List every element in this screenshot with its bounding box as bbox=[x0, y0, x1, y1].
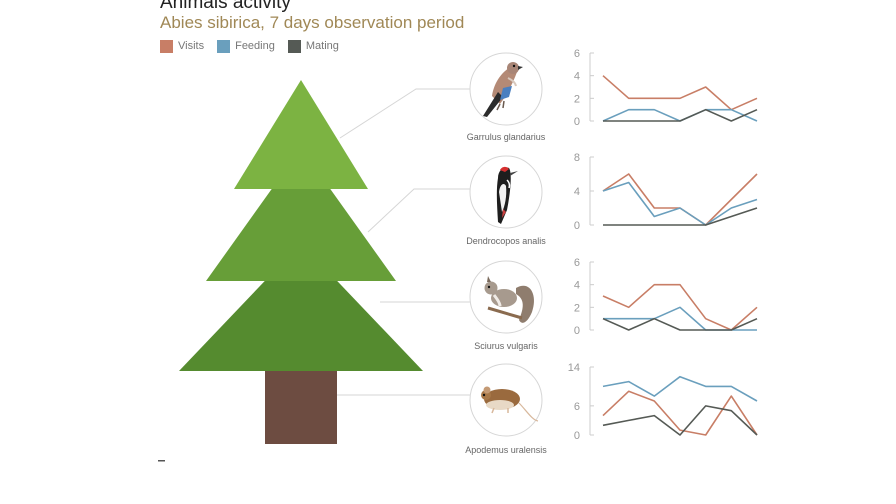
species-badge-3[interactable]: Sciurus vulgaris bbox=[469, 260, 543, 351]
y-tick-label: 0 bbox=[574, 220, 580, 232]
legend-item-visits[interactable]: Visits bbox=[160, 38, 204, 54]
y-tick-label: 0 bbox=[574, 325, 580, 337]
series-line-feeding bbox=[603, 306, 757, 331]
chart-subtitle: Abies sibirica, 7 days observation perio… bbox=[160, 13, 465, 32]
jay-bird-icon bbox=[483, 62, 523, 117]
y-tick-label: 2 bbox=[574, 302, 580, 314]
species-label-1: Garrulus glandarius bbox=[467, 132, 546, 142]
mini-chart-2: 0 4 8 bbox=[574, 152, 758, 232]
chart-title: Animals activity bbox=[160, 0, 291, 13]
scrollbar-stub bbox=[158, 460, 165, 462]
mini-chart-1: 0 2 4 6 bbox=[574, 48, 758, 128]
y-tick-label: 6 bbox=[574, 401, 580, 413]
tree-tier-bottom bbox=[179, 243, 423, 371]
woodpecker-icon bbox=[496, 166, 518, 224]
mini-chart-4: 0 6 14 bbox=[568, 362, 758, 442]
y-tick-label: 0 bbox=[574, 116, 580, 128]
series-line-visits bbox=[602, 173, 758, 226]
tree-tier-top bbox=[234, 80, 368, 189]
species-label-3: Sciurus vulgaris bbox=[474, 341, 538, 351]
y-tick-label: 8 bbox=[574, 152, 580, 164]
legend-swatch-visits bbox=[160, 39, 173, 53]
species-badge-2[interactable]: Dendrocopos analis bbox=[466, 155, 546, 246]
connector-lines bbox=[337, 88, 470, 396]
y-tick-label: 4 bbox=[574, 71, 580, 83]
legend-swatch-feeding bbox=[217, 39, 231, 53]
series-line-mating bbox=[603, 207, 758, 226]
series-line-feeding bbox=[602, 375, 758, 402]
legend-swatch-mating bbox=[287, 39, 301, 53]
legend-label-visits: Visits bbox=[178, 40, 205, 52]
species-label-4: Apodemus uralensis bbox=[465, 445, 547, 455]
y-tick-label: 6 bbox=[574, 48, 580, 60]
y-tick-label: 4 bbox=[574, 280, 580, 292]
legend: Visits Feeding Mating bbox=[160, 38, 339, 54]
squirrel-icon bbox=[484, 276, 535, 323]
fir-tree bbox=[179, 80, 423, 444]
series-line-mating bbox=[603, 108, 758, 122]
y-tick-label: 6 bbox=[574, 257, 580, 269]
legend-label-mating: Mating bbox=[305, 40, 339, 52]
tree-trunk bbox=[265, 370, 337, 444]
mini-chart-3: 0 2 4 6 bbox=[574, 257, 758, 337]
y-tick-label: 4 bbox=[574, 186, 580, 198]
series-line-feeding bbox=[602, 181, 758, 226]
y-tick-label: 14 bbox=[568, 362, 580, 374]
species-badge-1[interactable]: Garrulus glandarius bbox=[467, 52, 546, 142]
species-label-2: Dendrocopos analis bbox=[466, 236, 546, 246]
series-line-visits bbox=[602, 75, 758, 111]
mini-charts: 0 2 4 6 0 4 8 0 2 4 6 0 6 14 bbox=[568, 48, 758, 442]
tree-tier-middle bbox=[206, 148, 396, 281]
y-tick-label: 2 bbox=[574, 93, 580, 105]
series-line-mating bbox=[602, 317, 758, 331]
legend-item-mating[interactable]: Mating bbox=[287, 38, 339, 54]
series-line-mating bbox=[602, 405, 758, 436]
mouse-icon bbox=[481, 386, 539, 422]
species-badge-4[interactable]: Apodemus uralensis bbox=[465, 363, 547, 455]
legend-label-feeding: Feeding bbox=[235, 40, 275, 52]
connector-line-2 bbox=[367, 188, 470, 233]
legend-item-feeding[interactable]: Feeding bbox=[217, 38, 275, 54]
series-line-visits bbox=[602, 390, 758, 436]
y-tick-label: 0 bbox=[574, 430, 580, 442]
connector-line-1 bbox=[339, 88, 470, 139]
